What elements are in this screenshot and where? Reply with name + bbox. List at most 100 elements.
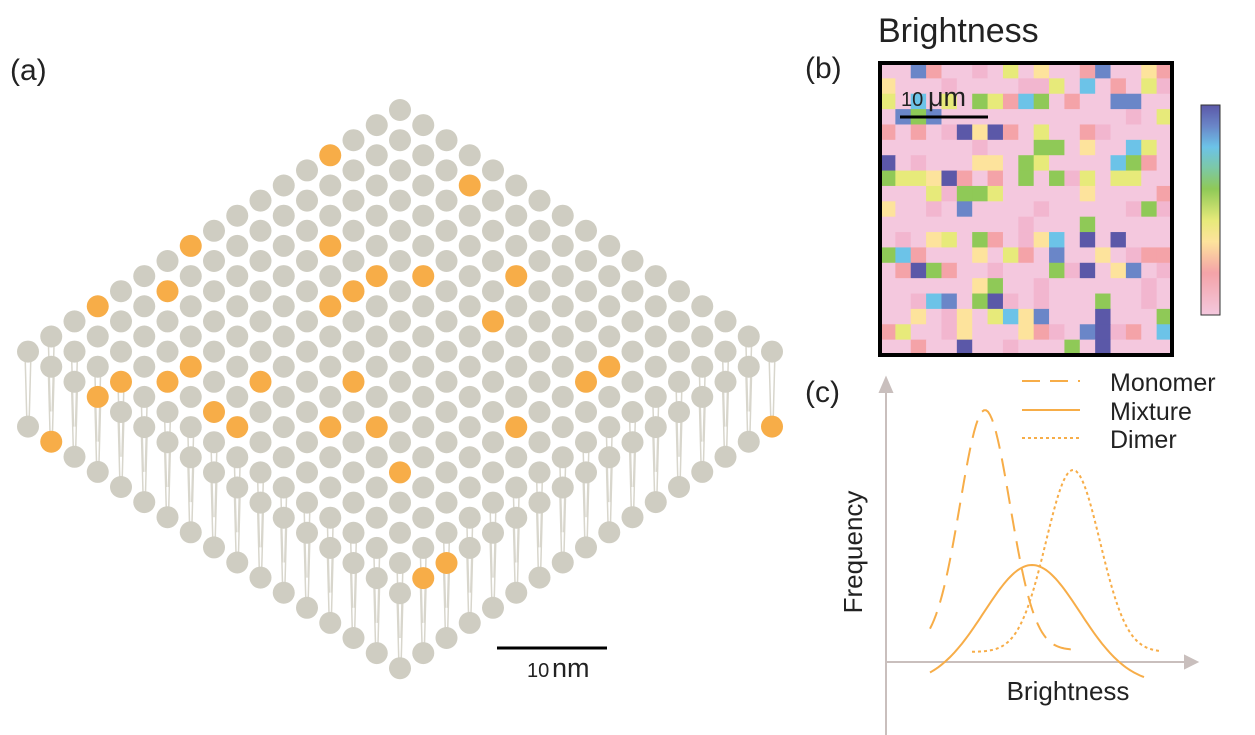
lipid-head — [250, 220, 272, 242]
heatmap-cell — [1080, 324, 1096, 340]
lipid-head — [343, 627, 365, 649]
heatmap-cell — [1064, 94, 1080, 110]
lipid-head — [412, 386, 434, 408]
heatmap-cell — [926, 186, 942, 202]
lipid-head — [17, 416, 39, 438]
lipid-head — [482, 250, 504, 272]
lipid-head — [598, 356, 620, 378]
heatmap-cell — [1034, 201, 1050, 217]
lipid-head — [87, 356, 109, 378]
heatmap-cell — [911, 263, 927, 279]
lipid-head — [296, 431, 318, 453]
lipid-head — [622, 506, 644, 528]
heatmap-cell — [988, 247, 1004, 263]
legend-label: Dimer — [1110, 426, 1177, 454]
lipid-head — [343, 220, 365, 242]
upper-leaflet — [17, 99, 783, 604]
lipid-head — [319, 205, 341, 227]
heatmap-cell — [926, 263, 942, 279]
legend — [1022, 381, 1080, 438]
page: {"panel_a": {"label": "(a)", "scale_bar"… — [0, 0, 1255, 735]
lipid-head — [412, 295, 434, 317]
heatmap-cell — [1034, 186, 1050, 202]
heatmap-cell — [895, 247, 911, 263]
heatmap-cell — [1080, 294, 1096, 310]
panel-title: Brightness — [878, 12, 1039, 50]
lipid-head — [622, 280, 644, 302]
heatmap-cell — [988, 324, 1004, 340]
heatmap-cell — [957, 63, 973, 79]
heatmap-cell — [1018, 294, 1034, 310]
lipid-head — [157, 401, 179, 423]
heatmap-cell — [972, 140, 988, 156]
lipid-head — [412, 567, 434, 589]
lipid-head — [87, 386, 109, 408]
heatmap-cell — [1080, 247, 1096, 263]
lipid-head — [389, 401, 411, 423]
heatmap-cell — [1003, 140, 1019, 156]
heatmap-cell — [1095, 201, 1111, 217]
lipid-head — [598, 521, 620, 543]
heatmap-cell — [941, 263, 957, 279]
lipid-head — [529, 341, 551, 363]
heatmap-cell — [1034, 309, 1050, 325]
lipid-head — [389, 371, 411, 393]
heatmap-cell — [1141, 94, 1157, 110]
lipid-head — [459, 356, 481, 378]
heatmap-cell — [988, 278, 1004, 294]
heatmap-cell — [895, 124, 911, 140]
lipid-head — [389, 461, 411, 483]
lipid-head — [40, 326, 62, 348]
heatmap-cell — [1064, 109, 1080, 125]
lipid-head — [505, 235, 527, 257]
heatmap-cell — [1064, 324, 1080, 340]
panel-label: (b) — [805, 52, 842, 85]
heatmap-cell — [972, 324, 988, 340]
lipid-head — [180, 446, 202, 468]
heatmap-cell — [1034, 63, 1050, 79]
heatmap-cell — [1095, 217, 1111, 233]
lipid-head — [715, 446, 737, 468]
lipid-head — [552, 326, 574, 348]
heatmap-cell — [1034, 140, 1050, 156]
lipid-head — [482, 159, 504, 181]
heatmap-cell — [1003, 94, 1019, 110]
legend-label: Mixture — [1110, 398, 1192, 426]
lipid-head — [133, 326, 155, 348]
heatmap-cell — [1064, 155, 1080, 171]
lipid-head — [598, 295, 620, 317]
heatmap-cell — [1034, 294, 1050, 310]
panel-label: (c) — [805, 376, 840, 409]
lipid-head — [668, 280, 690, 302]
lipid-head — [691, 461, 713, 483]
lipid-head — [691, 326, 713, 348]
heatmap-cell — [941, 278, 957, 294]
heatmap-cell — [1003, 324, 1019, 340]
heatmap-cell — [1095, 294, 1111, 310]
heatmap-cell — [1111, 155, 1127, 171]
heatmap-cell — [1018, 247, 1034, 263]
heatmap-cell — [895, 201, 911, 217]
lipid-head — [715, 310, 737, 332]
heatmap-cell — [1080, 140, 1096, 156]
lipid-head — [366, 386, 388, 408]
lipid-head — [110, 401, 132, 423]
lipid-head — [622, 431, 644, 453]
heatmap-cell — [972, 278, 988, 294]
heatmap-cell — [1003, 186, 1019, 202]
lipid-head — [133, 356, 155, 378]
heatmap-cell — [1034, 78, 1050, 94]
lipid-head — [296, 341, 318, 363]
lipid-head — [366, 642, 388, 664]
lipid-head — [343, 431, 365, 453]
lipid-head — [622, 341, 644, 363]
lipid-head — [366, 537, 388, 559]
lipid-head — [412, 205, 434, 227]
lipid-head — [343, 129, 365, 151]
heatmap-cell — [972, 124, 988, 140]
x-axis-label: Brightness — [1007, 676, 1130, 706]
heatmap-cell — [1111, 94, 1127, 110]
lipid-head — [250, 567, 272, 589]
lipid-head — [552, 235, 574, 257]
lipid-head — [505, 265, 527, 287]
